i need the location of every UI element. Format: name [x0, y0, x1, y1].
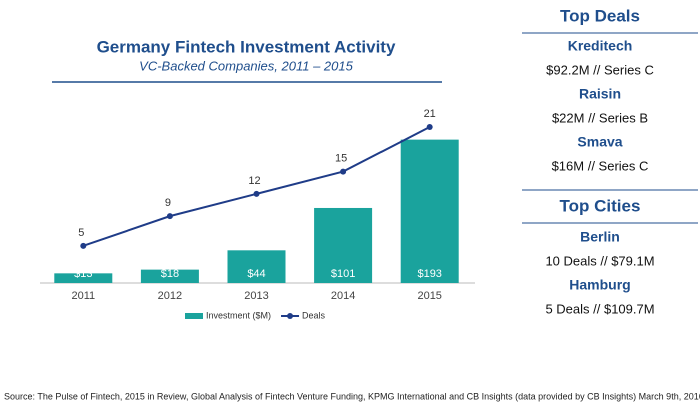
- item-name: Berlin: [580, 229, 620, 245]
- item-name: Hamburg: [569, 277, 630, 293]
- item-detail: $16M // Series C: [552, 158, 649, 173]
- value-label: 5: [78, 227, 84, 239]
- value-label: 15: [335, 152, 347, 164]
- legend-label: Investment ($M): [206, 310, 271, 320]
- point: [166, 213, 173, 220]
- legend-label: Deals: [302, 310, 326, 320]
- value-label: 9: [165, 197, 171, 209]
- value-label: 21: [424, 108, 436, 120]
- item-detail: $92.2M // Series C: [546, 62, 654, 77]
- chart-title: Germany Fintech Investment Activity: [97, 37, 396, 56]
- source-note: Source: The Pulse of Fintech, 2015 in Re…: [4, 391, 700, 401]
- point: [426, 124, 433, 130]
- bar: [227, 250, 286, 283]
- value-label: $44: [247, 268, 265, 280]
- item-name: Raisin: [579, 86, 621, 102]
- value-label: $193: [417, 268, 441, 280]
- item-name: Smava: [577, 134, 622, 150]
- value-label: $13: [74, 268, 92, 280]
- bar: [400, 139, 459, 283]
- bar: [140, 269, 199, 283]
- bar: [54, 273, 113, 283]
- legend-swatch: [287, 313, 294, 319]
- point: [80, 242, 87, 249]
- value-label: 12: [248, 175, 260, 187]
- bar: [314, 207, 373, 283]
- chart-subtitle: VC-Backed Companies, 2011 – 2015: [139, 58, 353, 73]
- panel-title: Top Cities: [560, 196, 641, 215]
- x-tick-label: 2013: [244, 290, 268, 302]
- point: [340, 168, 347, 175]
- panel-title: Top Deals: [560, 6, 640, 25]
- item-name: Kreditech: [568, 38, 633, 54]
- item-detail: 10 Deals // $79.1M: [545, 253, 654, 268]
- value-label: $18: [161, 268, 179, 280]
- x-tick-label: 2015: [417, 290, 441, 302]
- x-tick-label: 2011: [71, 290, 95, 302]
- item-detail: 5 Deals // $109.7M: [545, 301, 654, 316]
- point: [253, 190, 260, 197]
- x-tick-label: 2012: [158, 290, 182, 302]
- legend-swatch: [185, 313, 203, 319]
- item-detail: $22M // Series B: [552, 110, 648, 125]
- value-label: $101: [331, 268, 355, 280]
- x-tick-label: 2014: [331, 290, 355, 302]
